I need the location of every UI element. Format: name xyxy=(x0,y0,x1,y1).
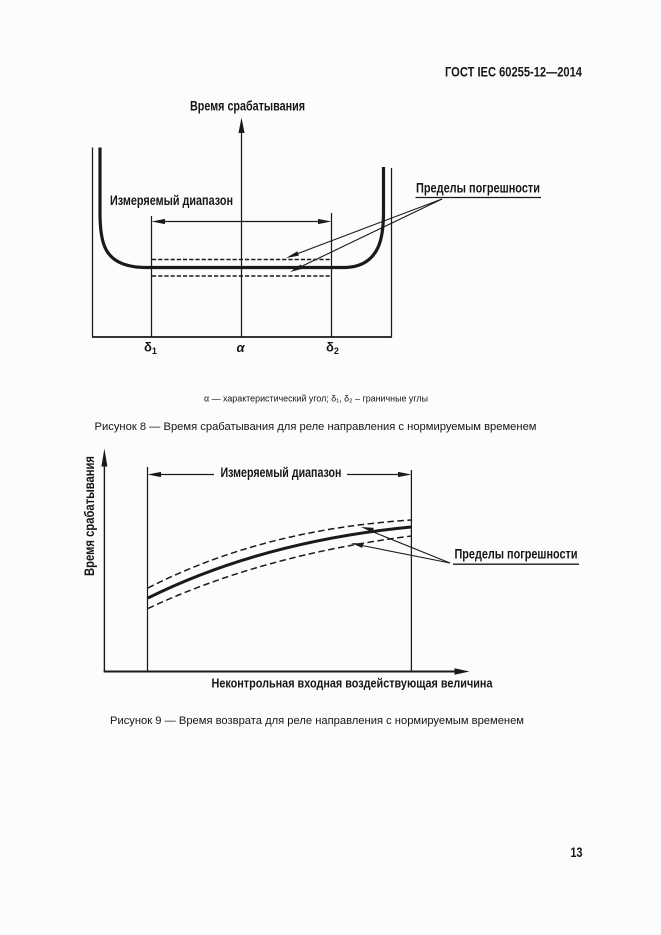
svg-text:Неконтрольная входная воздейст: Неконтрольная входная воздействующая вел… xyxy=(212,676,494,691)
svg-text:Измеряемый диапазон: Измеряемый диапазон xyxy=(110,193,233,208)
svg-text:13: 13 xyxy=(571,844,583,860)
svg-text:Пределы погрешности: Пределы погрешности xyxy=(416,181,540,196)
svg-text:Рисунок 9 — Время возврата для: Рисунок 9 — Время возврата для реле напр… xyxy=(110,715,524,727)
svg-text:δ1: δ1 xyxy=(144,340,157,357)
svg-text:α: α xyxy=(237,340,246,355)
svg-text:Измеряемый диапазон: Измеряемый диапазон xyxy=(221,465,342,480)
svg-text:Рисунок 8 — Время срабатывания: Рисунок 8 — Время срабатывания для реле … xyxy=(95,421,537,433)
svg-text:Время срабатывания: Время срабатывания xyxy=(82,456,97,576)
svg-text:Пределы погрешности: Пределы погрешности xyxy=(455,547,578,562)
svg-text:Время срабатывания: Время срабатывания xyxy=(190,98,305,113)
svg-text:ГОСТ IEC 60255-12—2014: ГОСТ IEC 60255-12—2014 xyxy=(445,65,582,80)
svg-text:δ2: δ2 xyxy=(326,340,339,357)
svg-text:α — характеристический угол; δ: α — характеристический угол; δ₁, δ₂ – гр… xyxy=(204,394,428,404)
